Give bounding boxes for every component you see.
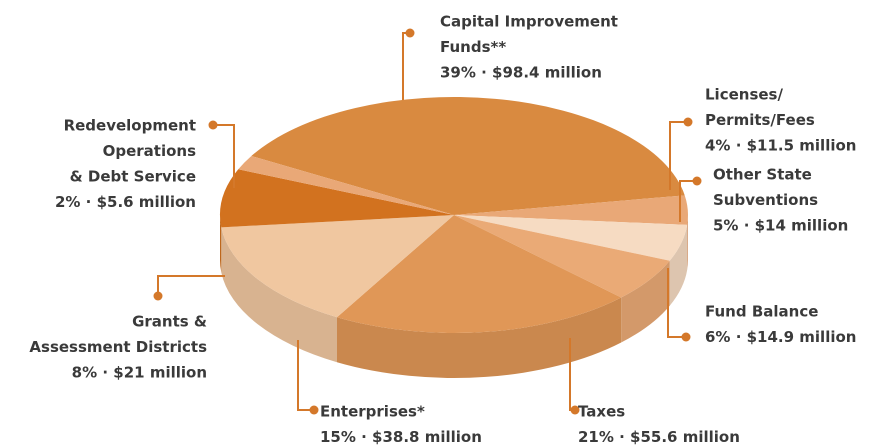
leader-line <box>157 275 225 296</box>
leader-line <box>297 340 314 411</box>
value-label: 8% · $21 million <box>72 364 207 382</box>
slice-label: Assessment Districts <box>29 338 207 356</box>
slice <box>219 169 454 228</box>
slice-label: Funds** <box>440 38 506 56</box>
value-label: 39% · $98.4 million <box>440 64 602 82</box>
value-label: 15% · $38.8 million <box>320 428 482 446</box>
slice-side <box>687 215 688 270</box>
leader-dot <box>405 28 415 38</box>
slice-label: Redevelopment <box>64 117 196 135</box>
leader-line <box>667 268 686 338</box>
slice <box>337 215 622 333</box>
slice-side <box>221 227 337 363</box>
slice-label: Operations <box>103 142 196 160</box>
value-label: 5% · $14 million <box>713 217 848 235</box>
slice-label: Licenses/ <box>705 86 783 104</box>
slice <box>454 195 688 225</box>
value-label: 21% · $55.6 million <box>578 428 740 446</box>
slice-label: Fund Balance <box>705 303 818 321</box>
slice-label: Other State <box>713 166 812 184</box>
slice <box>454 215 688 261</box>
value-label: 2% · $5.6 million <box>55 193 196 211</box>
leader-dot <box>692 176 702 186</box>
leader-line <box>679 180 697 222</box>
slice-label: Capital Improvement <box>440 13 618 31</box>
value-label: 6% · $14.9 million <box>705 328 856 346</box>
slice-side <box>337 297 622 378</box>
leader-dot <box>208 120 218 130</box>
slice-side <box>621 260 670 343</box>
slice-label: Grants & <box>132 313 207 331</box>
leader-dot <box>683 117 693 127</box>
leader-dot <box>570 405 580 415</box>
leader-line <box>213 124 235 188</box>
slice-label: Taxes <box>578 403 625 421</box>
slice <box>251 96 685 215</box>
slice <box>454 215 670 298</box>
slice-label: Enterprises* <box>320 403 425 421</box>
leader-line <box>402 32 410 100</box>
slice-label: & Debt Service <box>70 168 196 186</box>
leader-dot <box>681 332 691 342</box>
leader-line <box>669 121 688 190</box>
slice <box>221 215 454 318</box>
leader-dot <box>153 291 163 301</box>
slice-label: Permits/Fees <box>705 111 815 129</box>
slice <box>238 156 454 215</box>
slice-side <box>669 224 688 306</box>
leader-dot <box>309 405 319 415</box>
slice-label: Subventions <box>713 191 818 209</box>
slice-side <box>220 215 222 273</box>
value-label: 4% · $11.5 million <box>705 137 856 155</box>
